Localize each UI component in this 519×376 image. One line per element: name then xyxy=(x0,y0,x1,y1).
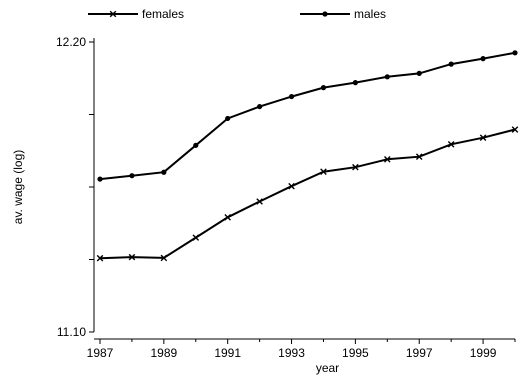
legend-label-females: females xyxy=(142,7,184,21)
legend-label-males: males xyxy=(354,7,386,21)
data-point-males xyxy=(384,74,390,80)
y-axis-label: av. wage (log) xyxy=(11,150,25,224)
data-point-males xyxy=(352,80,358,86)
data-point-females-stroke-b xyxy=(128,253,136,261)
data-point-males xyxy=(448,61,454,67)
data-point-males xyxy=(97,176,103,182)
data-point-females xyxy=(511,126,519,133)
data-point-males xyxy=(480,56,486,62)
x-tick-label: 1987 xyxy=(87,346,114,360)
data-point-males xyxy=(288,93,295,100)
y-tick-label: 11.10 xyxy=(57,325,86,339)
data-point-females xyxy=(320,168,327,176)
data-point-males xyxy=(193,142,199,148)
data-point-females-stroke-b xyxy=(288,182,295,190)
x-tick-label: 1999 xyxy=(470,346,497,360)
x-tick-label: 1991 xyxy=(214,346,241,360)
legend-marker-females xyxy=(109,10,117,18)
data-point-females-stroke-b xyxy=(192,234,200,241)
data-point-females xyxy=(224,214,231,221)
data-point-females-stroke-b xyxy=(384,156,391,163)
data-point-males xyxy=(129,173,135,179)
data-point-males xyxy=(416,70,422,76)
data-point-males xyxy=(225,115,231,122)
data-point-females-stroke-b xyxy=(256,198,263,205)
data-point-females xyxy=(479,134,487,141)
data-point-females xyxy=(128,253,136,261)
data-point-females-stroke-b xyxy=(96,254,104,262)
y-tick-label: 12.20 xyxy=(56,35,86,49)
data-point-females xyxy=(415,153,423,160)
data-point-females-stroke-b xyxy=(160,254,168,262)
x-axis-label: year xyxy=(316,361,339,375)
data-point-females xyxy=(352,163,359,171)
data-point-females-stroke-b xyxy=(415,153,423,160)
x-tick-label: 1997 xyxy=(406,346,433,360)
data-point-females-stroke-b xyxy=(320,168,327,176)
series-line-males xyxy=(99,51,516,181)
data-point-females xyxy=(192,234,200,241)
data-point-females xyxy=(288,182,295,190)
series-group xyxy=(96,50,519,262)
data-point-males xyxy=(161,169,167,175)
legend-marker-females-stroke-b xyxy=(109,10,117,18)
x-tick-label: 1995 xyxy=(342,346,369,360)
x-tick-label: 1989 xyxy=(150,346,177,360)
data-point-females-stroke-b xyxy=(352,163,359,171)
data-point-males xyxy=(257,103,263,110)
data-point-females xyxy=(96,254,104,262)
data-point-females-stroke-b xyxy=(224,214,231,221)
data-point-females xyxy=(447,140,455,148)
data-point-females xyxy=(256,198,263,205)
series-line-females xyxy=(99,128,516,260)
data-point-females-stroke-b xyxy=(479,134,487,141)
data-point-males xyxy=(512,50,518,56)
x-tick-label: 1993 xyxy=(278,346,305,360)
legend: females males xyxy=(88,7,386,21)
axes: 11.10 12.20 1987 1989 1991 1993 1995 1997 1999 xyxy=(56,35,516,360)
data-point-females-stroke-b xyxy=(447,140,455,148)
data-point-females xyxy=(160,254,168,262)
data-point-females-stroke-b xyxy=(511,126,519,133)
data-point-females xyxy=(384,156,391,163)
legend-marker-males xyxy=(322,11,328,17)
data-point-males xyxy=(320,85,327,91)
